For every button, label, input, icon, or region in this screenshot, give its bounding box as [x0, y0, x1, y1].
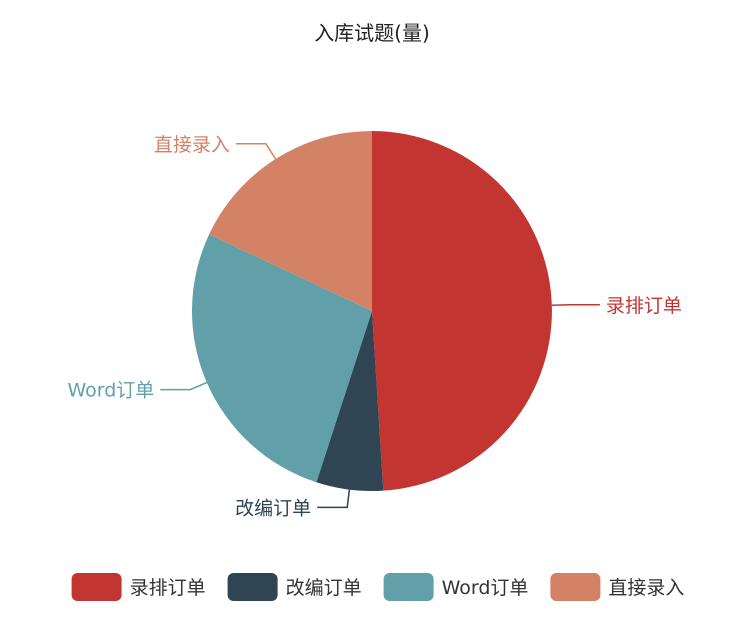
legend-swatch-4: [550, 573, 601, 601]
slice-1-callout-line: [551, 304, 600, 307]
slice-2-callout-line: [317, 489, 351, 509]
legend-label-3: Word订单: [442, 577, 529, 599]
slice-3-callout-line: [160, 381, 208, 391]
slice-3-label: Word订单: [67, 380, 154, 402]
slice-4-callout-line: [235, 143, 277, 160]
pie-slices: [191, 131, 552, 491]
legend-label-2: 改编订单: [286, 577, 362, 599]
legend-item-3[interactable]: Word订单: [383, 573, 529, 601]
chart-title: 入库试题(量): [314, 21, 430, 45]
legend-item-2[interactable]: 改编订单: [227, 573, 362, 601]
slice-1-label: 录排订单: [606, 295, 682, 317]
legend-item-1[interactable]: 录排订单: [71, 573, 206, 601]
slice-4-wedge[interactable]: [209, 131, 372, 311]
slice-2-label: 改编订单: [235, 497, 311, 519]
slice-2-wedge[interactable]: [316, 311, 384, 491]
legend-swatch-3: [383, 573, 434, 601]
legend-swatch-2: [227, 573, 278, 601]
legend-swatch-1: [71, 573, 122, 601]
slice-3-wedge[interactable]: [191, 234, 372, 483]
legend[interactable]: 录排订单 改编订单 Word订单 直接录入: [71, 573, 685, 601]
slice-1-wedge[interactable]: [372, 131, 552, 491]
legend-item-4[interactable]: 直接录入: [550, 573, 684, 601]
legend-label-4: 直接录入: [608, 577, 684, 599]
slice-4-label: 直接录入: [154, 134, 230, 156]
legend-label-1: 录排订单: [130, 577, 206, 599]
